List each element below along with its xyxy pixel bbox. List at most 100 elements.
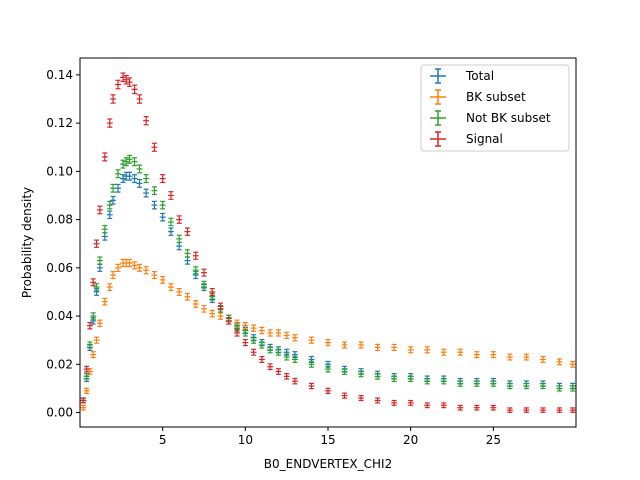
data-point (569, 360, 576, 368)
data-point (176, 287, 183, 296)
data-point (556, 407, 563, 413)
data-point (110, 271, 117, 280)
data-point (341, 341, 348, 349)
data-point (136, 94, 143, 104)
legend-label: Not BK subset (466, 111, 551, 125)
y-tick-label: 0.06 (46, 261, 73, 275)
data-point (473, 380, 480, 387)
data-point (90, 312, 97, 320)
data-point (308, 382, 315, 390)
x-axis-label: B0_ENDVERTEX_CHI2 (264, 457, 392, 471)
data-point (325, 338, 331, 347)
data-point (374, 397, 381, 404)
data-point (80, 404, 87, 411)
data-point (184, 227, 191, 236)
data-point (569, 407, 576, 413)
legend-marker (430, 131, 446, 147)
data-point (123, 157, 130, 167)
data-point (523, 407, 530, 413)
data-point (283, 331, 290, 340)
data-point (90, 351, 97, 359)
data-point (93, 239, 100, 248)
data-point (473, 351, 480, 359)
data-point (391, 375, 398, 383)
data-point (143, 174, 150, 184)
data-point (159, 275, 166, 284)
legend-entry: BK subset (430, 89, 526, 105)
y-tick-label: 0.14 (46, 68, 73, 82)
data-point (201, 304, 207, 313)
data-point (176, 215, 183, 224)
data-point (101, 152, 108, 162)
legend-box (420, 64, 570, 152)
legend-entry: Signal (430, 131, 503, 147)
data-point (136, 178, 143, 188)
legend-marker (430, 89, 446, 105)
data-point (93, 336, 100, 344)
data-point (308, 336, 315, 344)
data-point (217, 312, 224, 320)
data-point (283, 373, 290, 380)
x-tick-label: 25 (486, 433, 501, 447)
data-point (490, 380, 497, 387)
data-point (192, 251, 199, 260)
data-point (184, 292, 191, 301)
legend-label: BK subset (466, 90, 526, 104)
data-point (424, 402, 431, 409)
data-point (106, 210, 113, 220)
data-point (86, 321, 93, 330)
y-tick-label: 0.00 (46, 406, 73, 420)
data-point (440, 348, 447, 356)
data-point (106, 118, 113, 128)
y-tick-label: 0.10 (46, 164, 73, 178)
data-point (440, 377, 447, 385)
data-point (250, 336, 257, 344)
data-point (258, 355, 265, 363)
data-point (201, 280, 207, 289)
data-point (234, 329, 241, 337)
data-point (143, 266, 150, 275)
data-point (242, 321, 249, 330)
data-point (151, 271, 158, 280)
data-point (267, 346, 274, 354)
data-point (131, 261, 138, 270)
data-point (143, 188, 150, 198)
data-point (83, 365, 90, 373)
data-point (217, 302, 224, 311)
data-point (90, 278, 97, 287)
data-point (167, 227, 174, 236)
data-point (556, 358, 563, 366)
data-point (374, 343, 381, 351)
data-point (440, 402, 447, 409)
legend-entry: Total (430, 68, 494, 84)
data-point (115, 263, 122, 272)
data-point (242, 338, 249, 347)
data-point (291, 377, 298, 385)
data-point (96, 319, 103, 328)
data-point (275, 368, 282, 375)
y-tick-label: 0.08 (46, 213, 73, 227)
data-point (119, 174, 126, 184)
data-point (80, 397, 87, 404)
legend-label: Total (465, 69, 494, 83)
data-point (167, 217, 174, 227)
data-point (110, 183, 117, 193)
data-point (457, 404, 464, 411)
data-point (192, 266, 199, 275)
data-point (291, 355, 298, 363)
data-point (192, 300, 199, 308)
data-point (167, 191, 174, 200)
data-point (283, 353, 290, 361)
legend-label: Signal (466, 132, 503, 146)
data-point (250, 324, 257, 332)
data-point (457, 380, 464, 387)
legend-entry: Not BK subset (430, 110, 551, 126)
data-point (250, 348, 257, 356)
data-point (308, 355, 315, 363)
data-point (506, 353, 513, 361)
y-axis: 0.00 0.02 0.04 0.06 0.08 0.10 0.12 0.14 (46, 68, 80, 420)
y-tick-label: 0.04 (46, 309, 73, 323)
x-tick-label: 5 (159, 433, 167, 447)
data-point (167, 283, 174, 292)
data-point (136, 263, 143, 272)
